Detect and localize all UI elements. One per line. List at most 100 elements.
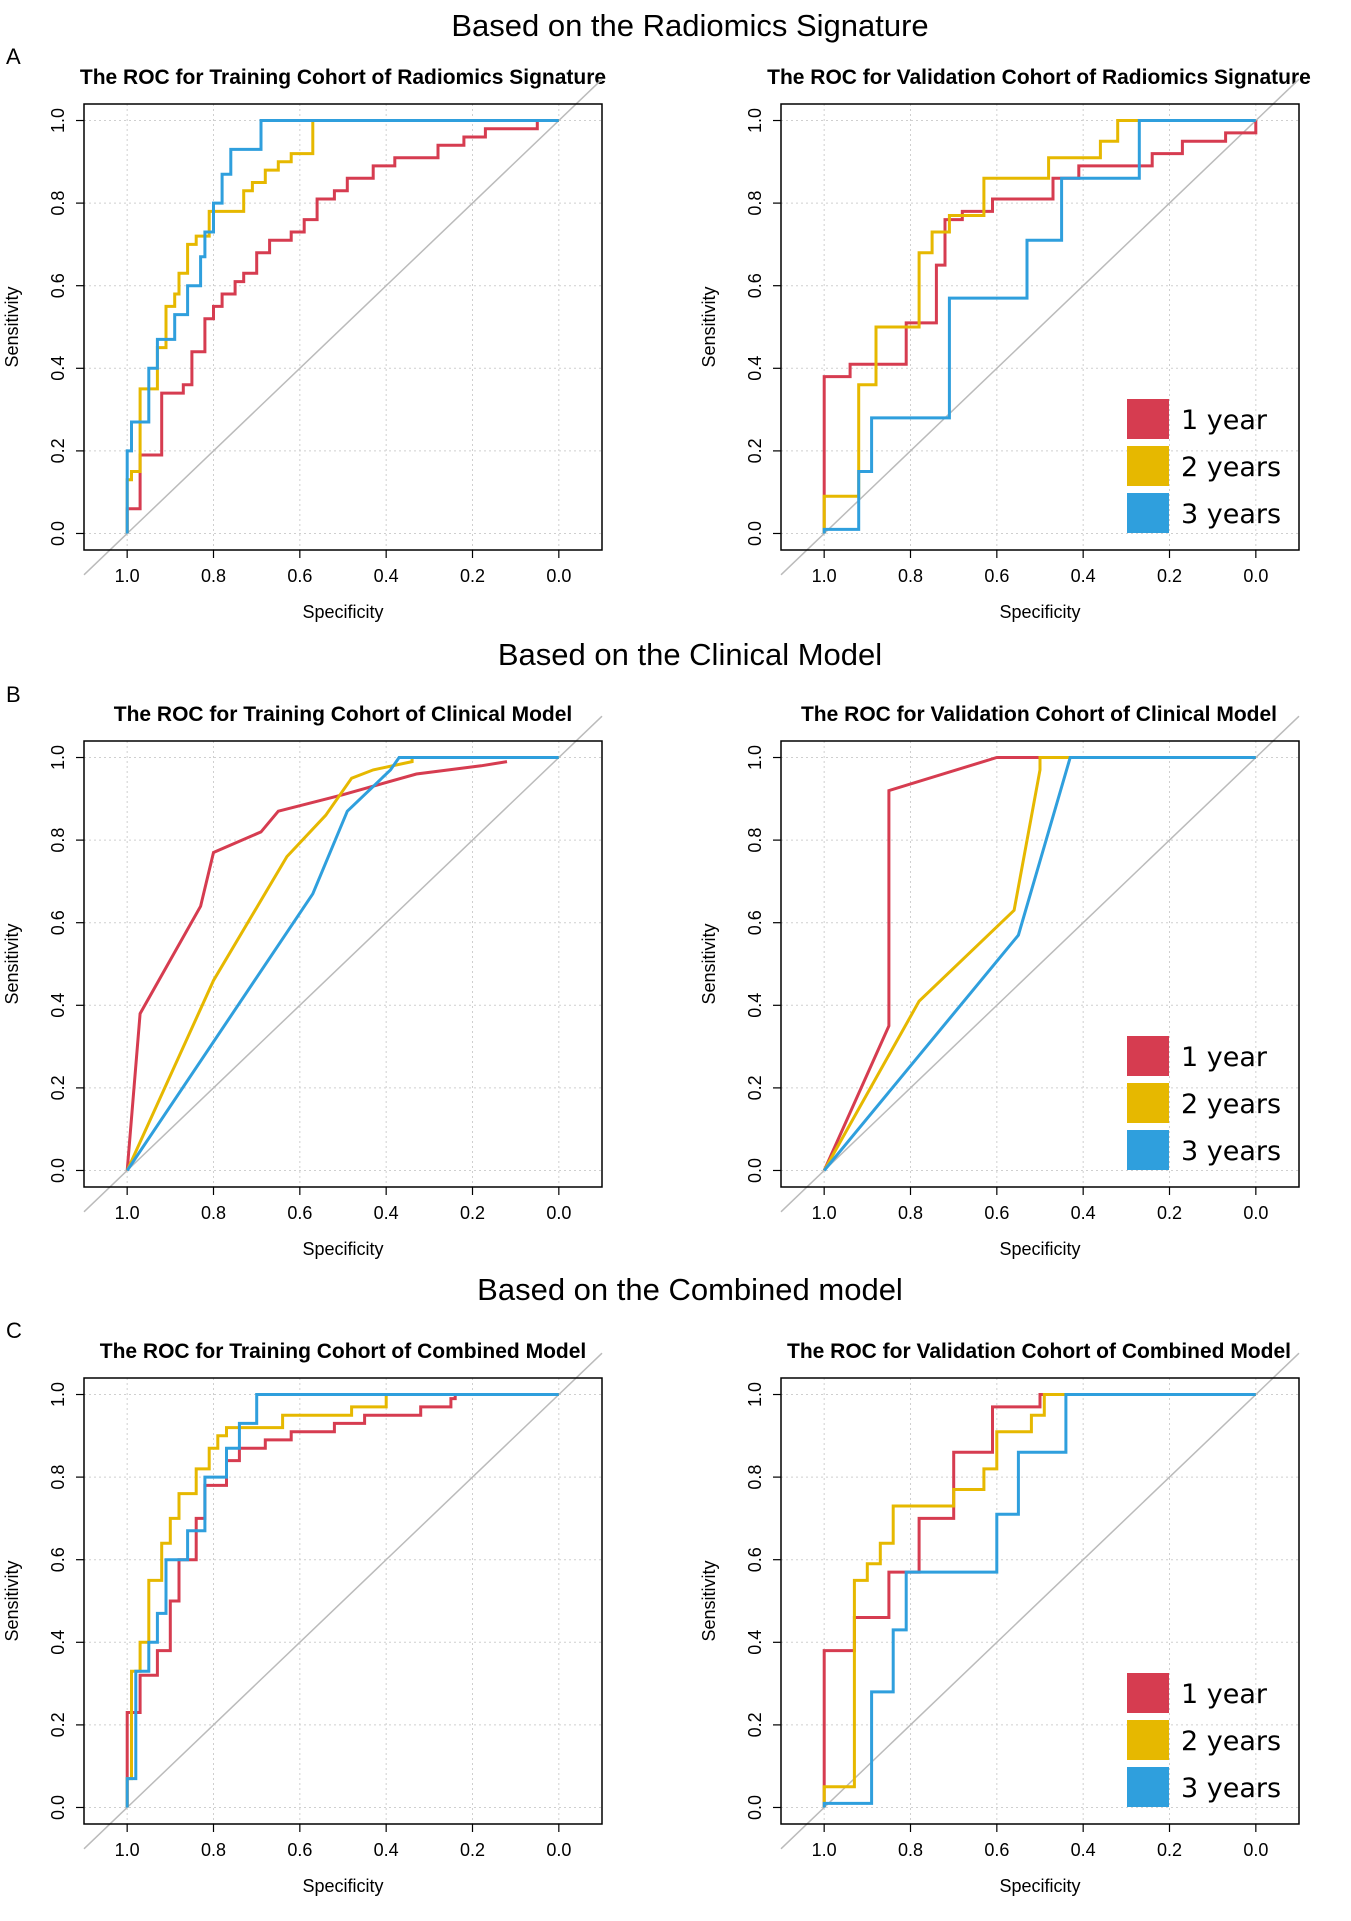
x-axis-label: Specificity <box>302 1239 383 1259</box>
roc-line-3-years <box>125 1393 559 1808</box>
roc-panel-2: The ROC for Validation Cohort of Radiomi… <box>699 66 1311 622</box>
legend-swatch-3-years <box>1127 1130 1169 1170</box>
x-tick-label: 0.8 <box>898 566 923 586</box>
y-tick-label: 0.0 <box>745 521 765 546</box>
y-tick-label: 0.4 <box>48 1630 68 1655</box>
plot-frame <box>780 103 1300 551</box>
y-axis-label: Sensitivity <box>2 286 22 367</box>
legend-swatch-3-years <box>1127 1767 1169 1807</box>
legend-swatch-1-year <box>1127 1036 1169 1076</box>
roc-line-3-years <box>822 119 1256 534</box>
y-axis-label: Sensitivity <box>699 286 719 367</box>
legend-label: 2 years <box>1181 1089 1281 1120</box>
legend-label: 2 years <box>1181 452 1281 483</box>
x-axis-label: Specificity <box>999 602 1080 622</box>
x-tick-label: 0.2 <box>1157 566 1182 586</box>
y-axis-label: Sensitivity <box>699 923 719 1004</box>
roc-line-3-years <box>125 756 559 1172</box>
y-tick-label: 0.8 <box>745 1465 765 1490</box>
x-tick-label: 0.0 <box>546 1840 571 1860</box>
diagonal-reference-line <box>780 1352 1300 1850</box>
legend-label: 1 year <box>1181 405 1268 436</box>
x-axis-label: Specificity <box>999 1876 1080 1896</box>
y-tick-label: 0.6 <box>48 1547 68 1572</box>
roc-line-2-years <box>125 1393 559 1808</box>
y-tick-label: 0.2 <box>48 438 68 463</box>
roc-line-3-years <box>822 1393 1256 1808</box>
x-tick-label: 0.6 <box>984 1840 1009 1860</box>
x-tick-label: 0.8 <box>201 1840 226 1860</box>
legend-label: 1 year <box>1181 1042 1268 1073</box>
diagonal-reference-line <box>83 1352 603 1850</box>
y-tick-label: 1.0 <box>48 108 68 133</box>
y-tick-label: 0.0 <box>745 1795 765 1820</box>
x-tick-label: 0.4 <box>374 566 399 586</box>
legend-label: 3 years <box>1181 1136 1281 1167</box>
y-axis-label: Sensitivity <box>2 923 22 1004</box>
legend-label: 3 years <box>1181 1773 1281 1804</box>
y-tick-label: 1.0 <box>48 1382 68 1407</box>
x-tick-label: 0.0 <box>546 1203 571 1223</box>
roc-line-1-year <box>822 120 1258 534</box>
roc-panel-5: The ROC for Training Cohort of Combined … <box>2 1340 603 1896</box>
legend-swatch-1-year <box>1127 399 1169 439</box>
roc-line-2-years <box>822 119 1256 534</box>
plot-title: The ROC for Validation Cohort of Radiomi… <box>767 66 1311 89</box>
y-tick-label: 0.2 <box>48 1712 68 1737</box>
y-tick-label: 0.2 <box>745 438 765 463</box>
diagonal-reference-line <box>83 78 603 576</box>
y-tick-label: 0.8 <box>48 191 68 216</box>
x-tick-label: 0.0 <box>1243 566 1268 586</box>
x-tick-label: 0.4 <box>1071 1203 1096 1223</box>
y-tick-label: 0.6 <box>48 910 68 935</box>
x-tick-label: 1.0 <box>115 1840 140 1860</box>
legend-label: 1 year <box>1181 1679 1268 1710</box>
x-tick-label: 0.0 <box>1243 1840 1268 1860</box>
section-title-b: Based on the Clinical Model <box>498 637 882 672</box>
x-tick-label: 0.8 <box>201 1203 226 1223</box>
y-tick-label: 0.6 <box>48 273 68 298</box>
x-axis-label: Specificity <box>302 1876 383 1896</box>
y-tick-label: 0.4 <box>48 993 68 1018</box>
x-tick-label: 0.2 <box>460 1203 485 1223</box>
x-tick-label: 0.0 <box>546 566 571 586</box>
roc-panel-1: The ROC for Training Cohort of Radiomics… <box>2 66 606 622</box>
panel-letter-c: C <box>6 1318 22 1343</box>
x-tick-label: 1.0 <box>115 566 140 586</box>
roc-panel-4: The ROC for Validation Cohort of Clinica… <box>699 703 1300 1259</box>
y-tick-label: 0.8 <box>48 828 68 853</box>
y-tick-label: 0.6 <box>745 273 765 298</box>
x-tick-label: 0.6 <box>984 566 1009 586</box>
y-tick-label: 0.4 <box>745 993 765 1018</box>
legend-swatch-2-years <box>1127 1720 1169 1760</box>
x-tick-label: 0.0 <box>1243 1203 1268 1223</box>
y-tick-label: 1.0 <box>745 1382 765 1407</box>
x-tick-label: 0.2 <box>1157 1840 1182 1860</box>
plot-title: The ROC for Validation Cohort of Clinica… <box>801 703 1277 726</box>
roc-line-3-years <box>125 119 559 534</box>
plot-title: The ROC for Training Cohort of Combined … <box>100 1340 586 1363</box>
y-tick-label: 0.4 <box>745 356 765 381</box>
y-tick-label: 0.0 <box>48 521 68 546</box>
x-tick-label: 0.8 <box>898 1203 923 1223</box>
legend-swatch-1-year <box>1127 1673 1169 1713</box>
y-tick-label: 0.4 <box>48 356 68 381</box>
diagonal-reference-line <box>83 715 603 1213</box>
legend-swatch-2-years <box>1127 446 1169 486</box>
y-tick-label: 0.4 <box>745 1630 765 1655</box>
legend-swatch-2-years <box>1127 1083 1169 1123</box>
x-axis-label: Specificity <box>302 602 383 622</box>
legend-label: 2 years <box>1181 1726 1281 1757</box>
plot-title: The ROC for Training Cohort of Radiomics… <box>80 66 606 89</box>
section-title-c: Based on the Combined model <box>477 1272 903 1307</box>
plot-frame <box>780 1377 1300 1825</box>
y-axis-label: Sensitivity <box>699 1560 719 1641</box>
roc-panel-6: The ROC for Validation Cohort of Combine… <box>699 1340 1300 1896</box>
x-axis-label: Specificity <box>999 1239 1080 1259</box>
x-tick-label: 0.2 <box>460 1840 485 1860</box>
y-tick-label: 0.8 <box>745 191 765 216</box>
y-tick-label: 0.2 <box>48 1075 68 1100</box>
y-tick-label: 1.0 <box>48 745 68 770</box>
roc-line-2-years <box>822 1393 1256 1808</box>
x-tick-label: 1.0 <box>812 566 837 586</box>
